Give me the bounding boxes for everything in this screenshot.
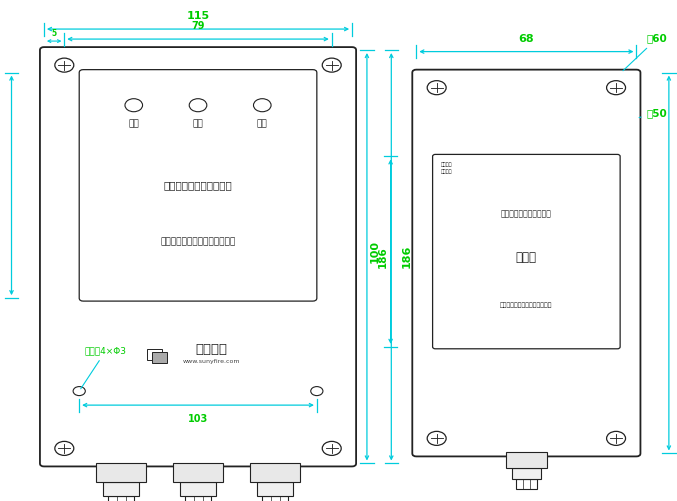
FancyBboxPatch shape [79,70,317,301]
Text: 火警: 火警 [257,120,267,129]
Bar [180,482,217,496]
Text: 68: 68 [519,34,534,44]
Text: 186: 186 [378,246,388,268]
Text: 186: 186 [402,245,412,269]
Text: 青岛中阳消防科技股份有限公司: 青岛中阳消防科技股份有限公司 [500,302,552,308]
Text: 安装嬹4×Φ3: 安装嬹4×Φ3 [81,347,127,389]
Bar [95,463,146,482]
Bar [152,352,167,363]
Text: 100: 100 [370,240,380,263]
Text: 115: 115 [186,11,210,21]
Text: 79: 79 [192,21,204,31]
Bar [257,482,293,496]
Bar [173,463,223,482]
Text: 103: 103 [188,414,208,424]
FancyBboxPatch shape [433,154,620,349]
FancyBboxPatch shape [412,70,640,456]
Text: 缆式线型感温火灾探测器: 缆式线型感温火灾探测器 [164,180,232,190]
Text: 故障: 故障 [129,120,139,129]
Text: 164: 164 [0,174,1,197]
Text: 终端盒: 终端盒 [516,251,537,264]
Bar [250,463,301,482]
Text: 运行: 运行 [193,120,203,129]
Text: 中阳消防: 中阳消防 [441,162,452,167]
Text: 缆式线型感温火灾探测器: 缆式线型感温火灾探测器 [501,209,552,218]
Bar [108,496,134,501]
Bar [103,482,139,496]
Bar [147,349,162,360]
Bar [506,452,546,468]
Text: 5: 5 [51,29,57,38]
Text: 高50: 高50 [639,108,668,118]
Text: 青岛中阳消防科技股份有限公司: 青岛中阳消防科技股份有限公司 [160,237,236,246]
Bar [512,468,541,479]
Bar [516,479,537,489]
FancyBboxPatch shape [40,47,356,466]
Text: www.sunyfire.com: www.sunyfire.com [183,359,240,364]
Text: 中阳消防: 中阳消防 [196,343,227,356]
Bar [262,496,288,501]
Text: 高60: 高60 [623,34,668,71]
Bar [185,496,211,501]
Text: 中阳消防: 中阳消防 [441,169,452,174]
